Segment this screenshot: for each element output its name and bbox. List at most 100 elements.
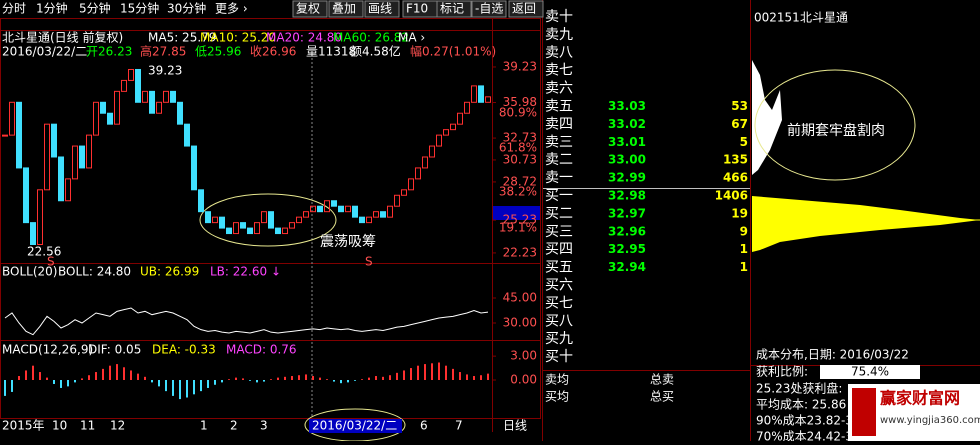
candle	[387, 205, 393, 218]
order-label: 买一	[545, 188, 573, 204]
quote-info: 2016/03/22/二	[2, 45, 87, 59]
toolbar-button-label[interactable]: 标记	[440, 2, 464, 16]
time-label: 2	[230, 419, 238, 433]
time-label: 6	[420, 419, 428, 433]
time-label: 11	[80, 419, 95, 433]
candle	[212, 216, 218, 224]
candle	[184, 123, 190, 147]
candle	[114, 90, 120, 125]
candle	[422, 156, 428, 169]
watermark-name: 赢家财富网	[880, 389, 960, 408]
quote-info: 量11318	[306, 45, 356, 59]
quote-info: 低25.96	[195, 45, 241, 59]
candle	[30, 222, 36, 245]
candle	[9, 101, 15, 136]
candle	[170, 90, 176, 103]
order-label: 卖九	[545, 27, 573, 43]
toolbar-button-label[interactable]: 画线	[368, 2, 392, 16]
candle	[282, 227, 288, 235]
toolbar-button-label[interactable]: 叠加	[332, 2, 356, 16]
quote-info: 收26.96	[250, 45, 296, 59]
candle	[261, 211, 267, 224]
order-volume: 135	[723, 153, 748, 167]
profit-value: 75.4%	[851, 365, 889, 379]
order-label: 卖八	[545, 45, 573, 61]
cost-line: 70%成本24.42-3	[756, 430, 853, 442]
indicator-name: BOLL(20)	[2, 265, 57, 279]
fib-label: 61.8%	[499, 141, 537, 155]
toolbar-button-label[interactable]: F10	[406, 2, 428, 16]
order-label: 卖四	[545, 116, 573, 132]
ma-label: MA20: 24.80	[266, 31, 342, 45]
annotation: S	[365, 255, 373, 269]
candle	[128, 68, 134, 81]
candle	[401, 189, 407, 196]
order-label: 买七	[545, 295, 573, 311]
boll-price-line	[4, 307, 489, 336]
period-tab[interactable]: 更多 ›	[215, 2, 248, 16]
candle	[247, 227, 253, 235]
candle	[478, 85, 484, 103]
ma-label: MA ›	[398, 31, 425, 45]
annotation: 39.23	[148, 64, 182, 78]
order-price: 33.03	[608, 99, 646, 113]
y-tick-label: 32.73	[503, 131, 537, 145]
toolbar-button-label[interactable]: -自选	[475, 2, 503, 16]
candle	[233, 222, 239, 235]
fib-label: 38.2%	[499, 185, 537, 199]
order-price: 32.98	[608, 189, 646, 203]
candle	[177, 101, 183, 125]
candle	[436, 134, 442, 147]
period-tab[interactable]: 15分钟	[120, 1, 159, 16]
toolbar-button[interactable]	[328, 0, 364, 18]
period-tab[interactable]: 5分钟	[79, 1, 111, 16]
candle	[394, 194, 400, 207]
candle	[338, 205, 344, 213]
order-label: 卖七	[545, 63, 573, 79]
order-label: 买五	[545, 260, 573, 276]
order-volume: 19	[731, 206, 748, 220]
candle	[79, 145, 85, 169]
candle	[254, 222, 260, 235]
y-tick-label: 0.00	[510, 373, 537, 387]
candle	[205, 211, 211, 224]
toolbar-button-label[interactable]: 复权	[296, 2, 320, 16]
annotation: S	[47, 255, 55, 269]
price-highlight	[493, 206, 540, 220]
candle	[240, 222, 246, 229]
cost-title: 成本分布,日期: 2016/03/22	[756, 348, 909, 362]
time-label: 7	[455, 419, 463, 433]
order-label: 买二	[545, 206, 573, 222]
quote-info: 额4.58亿	[350, 44, 401, 59]
order-price: 32.96	[608, 224, 646, 238]
candle	[219, 216, 225, 229]
period-tab[interactable]: 1分钟	[36, 1, 68, 16]
candle	[324, 200, 330, 213]
toolbar-button[interactable]	[292, 0, 328, 18]
order-label: 买九	[545, 331, 573, 347]
candle	[359, 216, 365, 224]
candle	[93, 101, 99, 136]
highlight-ellipse	[199, 193, 337, 247]
candle	[16, 101, 22, 169]
candle	[275, 227, 281, 235]
candle	[408, 178, 414, 191]
ma-label: MA10: 25.20	[200, 31, 276, 45]
order-label: 买八	[545, 313, 573, 329]
candle	[44, 123, 50, 191]
candle	[289, 222, 295, 229]
toolbar-button[interactable]	[436, 0, 472, 18]
order-summary: 卖均	[545, 373, 569, 387]
toolbar-button[interactable]	[471, 0, 507, 18]
toolbar-button-label[interactable]: 返回	[512, 2, 536, 16]
toolbar-button[interactable]	[364, 0, 400, 18]
y-tick-label: 30.73	[503, 152, 537, 166]
candle	[310, 205, 316, 213]
period-tab[interactable]: 30分钟	[167, 1, 206, 16]
candle	[65, 178, 71, 202]
toolbar-button[interactable]	[508, 0, 544, 18]
annotation: 22.56	[27, 245, 61, 259]
period-tab[interactable]: 分时	[2, 2, 26, 16]
order-price: 33.00	[608, 153, 646, 167]
